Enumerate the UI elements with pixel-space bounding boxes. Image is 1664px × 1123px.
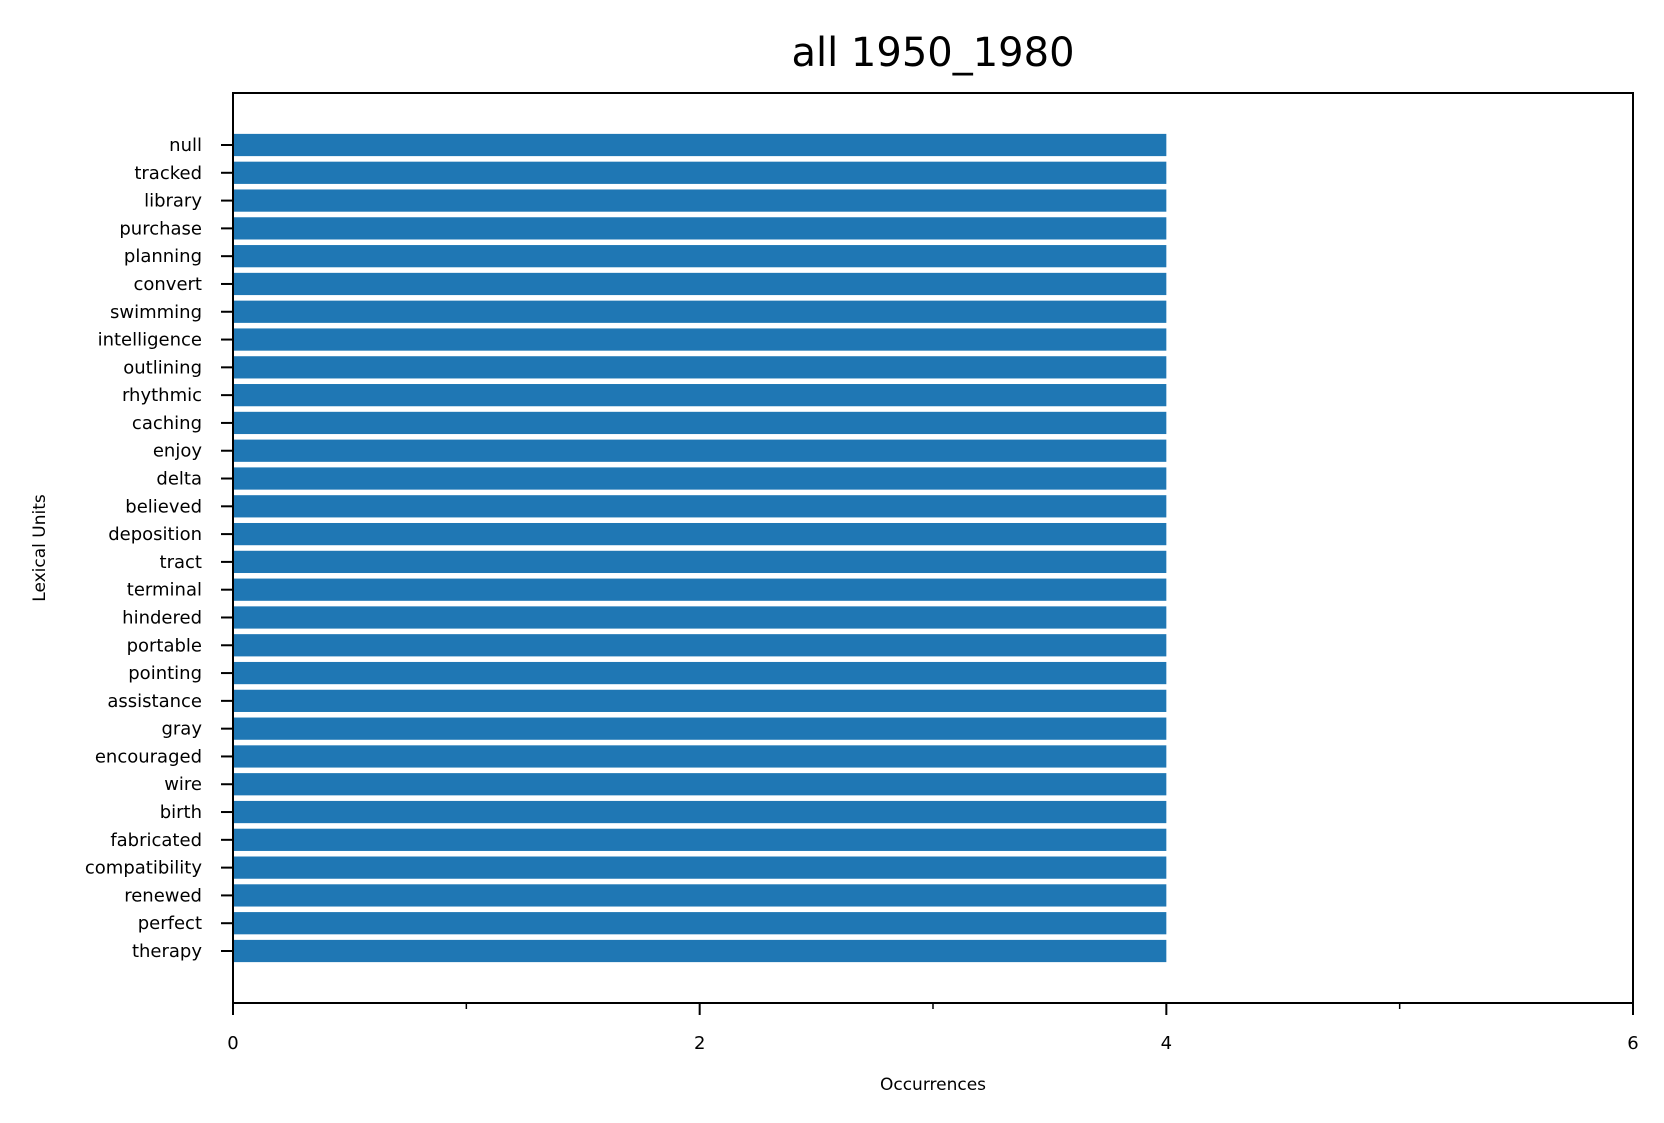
bar-convert bbox=[233, 272, 1167, 296]
x-axis-label: Occurrences bbox=[880, 1075, 986, 1095]
bar-enjoy bbox=[233, 439, 1167, 462]
bar-deposition bbox=[233, 522, 1167, 546]
y-tick-label-hindered: hindered bbox=[122, 607, 202, 628]
x-tick-label-6: 6 bbox=[1627, 1033, 1638, 1054]
bar-null bbox=[233, 133, 1167, 157]
y-tick-label-caching: caching bbox=[132, 413, 202, 434]
y-tick-label-wire: wire bbox=[164, 774, 202, 795]
y-tick-label-therapy: therapy bbox=[132, 941, 202, 962]
y-tick-label-delta: delta bbox=[156, 469, 202, 490]
y-tick-label-pointing: pointing bbox=[128, 663, 202, 684]
y-tick-label-swimming: swimming bbox=[110, 302, 202, 323]
y-tick-label-believed: believed bbox=[125, 496, 202, 517]
bars-layer bbox=[233, 133, 1167, 963]
bar-assistance bbox=[233, 689, 1167, 712]
bar-planning bbox=[233, 245, 1167, 268]
y-tick-label-gray: gray bbox=[161, 719, 202, 740]
x-tick-label-4: 4 bbox=[1161, 1033, 1172, 1054]
bar-outlining bbox=[233, 356, 1167, 379]
bar-perfect bbox=[233, 912, 1167, 935]
plot-frame bbox=[232, 92, 1634, 1004]
y-tick-label-renewed: renewed bbox=[124, 885, 202, 906]
y-tick-label-portable: portable bbox=[127, 635, 202, 656]
y-tick-label-library: library bbox=[144, 191, 202, 212]
y-tick-label-tract: tract bbox=[160, 552, 202, 573]
bar-renewed bbox=[233, 884, 1167, 907]
y-axis-ticks: null tracked library purchase planning conver… bbox=[85, 135, 233, 962]
x-tick-label-0: 0 bbox=[227, 1033, 238, 1054]
bar-tracked bbox=[233, 161, 1167, 184]
y-tick-label-compatibility: compatibility bbox=[85, 858, 202, 879]
y-tick-label-convert: convert bbox=[133, 274, 202, 295]
y-tick-label-purchase: purchase bbox=[119, 218, 202, 239]
bar-purchase bbox=[233, 217, 1167, 240]
y-tick-label-birth: birth bbox=[160, 802, 202, 823]
bar-swimming bbox=[233, 300, 1167, 323]
y-tick-label-perfect: perfect bbox=[138, 913, 202, 934]
y-tick-label-tracked: tracked bbox=[134, 163, 202, 184]
y-tick-label-null: null bbox=[169, 135, 202, 156]
chart-title: all 1950_1980 bbox=[791, 30, 1074, 76]
y-tick-label-fabricated: fabricated bbox=[110, 830, 202, 851]
bar-portable bbox=[233, 634, 1167, 657]
y-tick-label-rhythmic: rhythmic bbox=[122, 385, 202, 406]
x-axis-ticks: 0 2 4 6 bbox=[227, 1003, 1639, 1054]
y-tick-label-terminal: terminal bbox=[127, 580, 202, 601]
bar-intelligence bbox=[233, 328, 1167, 351]
bar-terminal bbox=[233, 578, 1167, 601]
bar-compatibility bbox=[233, 856, 1167, 879]
bar-tract bbox=[233, 550, 1167, 574]
bar-delta bbox=[233, 467, 1167, 490]
y-tick-label-intelligence: intelligence bbox=[98, 330, 202, 351]
bar-rhythmic bbox=[233, 384, 1167, 407]
bar-hindered bbox=[233, 606, 1167, 629]
bar-fabricated bbox=[233, 828, 1167, 851]
bar-birth bbox=[233, 800, 1167, 824]
y-tick-label-assistance: assistance bbox=[107, 691, 202, 712]
y-tick-label-planning: planning bbox=[124, 246, 202, 267]
bar-library bbox=[233, 189, 1167, 212]
bar-caching bbox=[233, 411, 1167, 435]
y-tick-label-deposition: deposition bbox=[108, 524, 202, 545]
y-tick-label-outlining: outlining bbox=[123, 357, 202, 378]
bar-therapy bbox=[233, 939, 1167, 963]
y-axis-label: Lexical Units bbox=[30, 494, 50, 602]
bar-believed bbox=[233, 495, 1167, 518]
bar-wire bbox=[233, 773, 1167, 796]
bar-encouraged bbox=[233, 745, 1167, 768]
x-tick-label-2: 2 bbox=[694, 1033, 705, 1054]
bar-gray bbox=[233, 717, 1167, 740]
bar-pointing bbox=[233, 661, 1167, 685]
y-tick-label-enjoy: enjoy bbox=[153, 441, 202, 462]
y-tick-label-encouraged: encouraged bbox=[95, 746, 202, 767]
